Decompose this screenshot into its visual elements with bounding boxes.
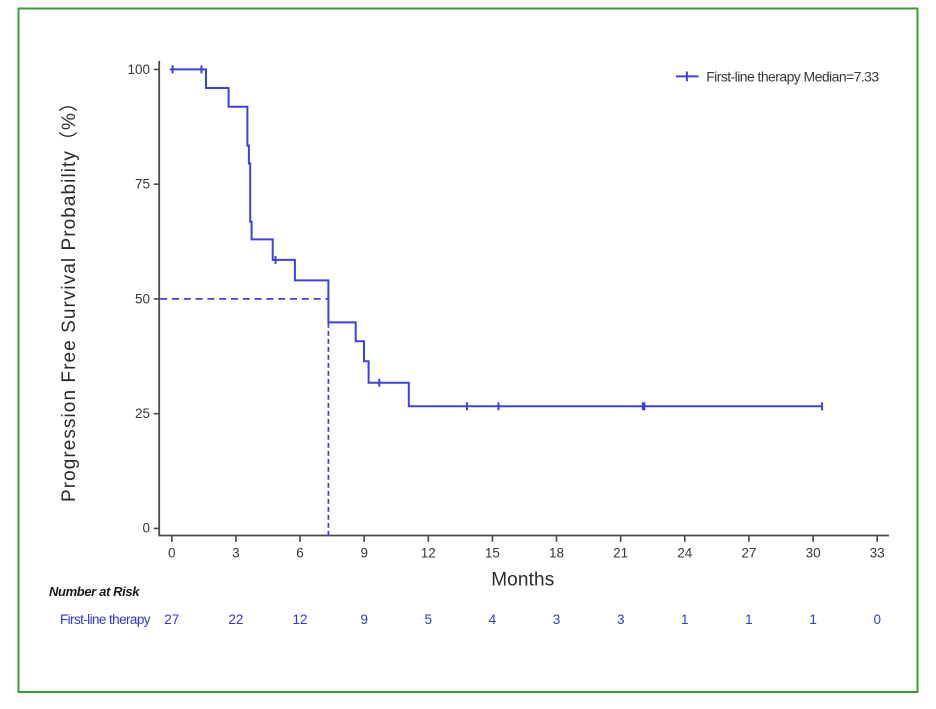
svg-text:Progression Free Survival Prob: Progression Free Survival Probability（%） bbox=[58, 93, 80, 502]
svg-text:1: 1 bbox=[681, 612, 689, 627]
svg-text:4: 4 bbox=[489, 612, 497, 627]
svg-text:1: 1 bbox=[809, 612, 817, 627]
svg-text:33: 33 bbox=[870, 546, 885, 561]
svg-text:15: 15 bbox=[485, 546, 500, 561]
svg-text:First-line therapy Median=7.33: First-line therapy Median=7.33 bbox=[706, 68, 879, 84]
svg-text:5: 5 bbox=[425, 612, 433, 627]
svg-text:3: 3 bbox=[232, 546, 240, 561]
svg-text:1: 1 bbox=[745, 612, 753, 627]
svg-text:75: 75 bbox=[135, 177, 150, 192]
svg-text:6: 6 bbox=[296, 546, 304, 561]
svg-text:27: 27 bbox=[741, 546, 756, 561]
svg-text:30: 30 bbox=[806, 546, 821, 561]
svg-text:Months: Months bbox=[491, 570, 554, 591]
svg-text:18: 18 bbox=[549, 546, 564, 561]
svg-text:21: 21 bbox=[613, 546, 628, 561]
svg-text:9: 9 bbox=[360, 612, 368, 627]
svg-text:12: 12 bbox=[421, 546, 436, 561]
svg-text:Number at Risk: Number at Risk bbox=[49, 584, 140, 599]
svg-text:50: 50 bbox=[135, 291, 150, 306]
svg-text:0: 0 bbox=[168, 546, 176, 561]
svg-text:0: 0 bbox=[873, 612, 881, 627]
svg-text:3: 3 bbox=[617, 612, 625, 627]
svg-text:22: 22 bbox=[228, 612, 243, 627]
svg-text:0: 0 bbox=[142, 520, 150, 535]
svg-text:3: 3 bbox=[553, 612, 561, 627]
svg-text:12: 12 bbox=[292, 612, 307, 627]
svg-text:24: 24 bbox=[677, 546, 693, 561]
svg-text:25: 25 bbox=[135, 406, 150, 421]
svg-text:First-line therapy: First-line therapy bbox=[60, 612, 151, 627]
svg-text:9: 9 bbox=[360, 546, 368, 561]
svg-text:100: 100 bbox=[127, 62, 150, 77]
svg-text:27: 27 bbox=[164, 612, 179, 627]
